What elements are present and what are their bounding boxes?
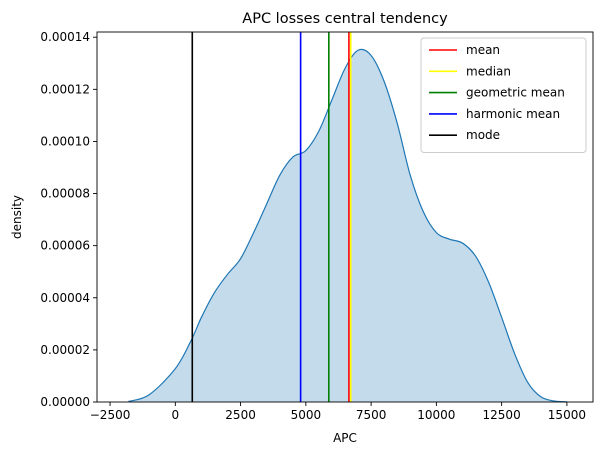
x-tick-label: 5000 [291, 408, 322, 422]
legend-label: mean [466, 43, 500, 57]
x-tick-label: 12500 [483, 408, 521, 422]
y-tick-label: 0.00000 [40, 395, 90, 409]
legend-label: median [466, 64, 511, 78]
density-line-layer [128, 48, 567, 403]
plot-frame [96, 31, 594, 403]
central-lines-layer [191, 32, 352, 402]
y-axis-label: density [10, 195, 24, 239]
legend-box [420, 37, 587, 153]
chart-title: APC losses central tendency [242, 11, 448, 27]
legend-label: geometric mean [466, 86, 565, 100]
x-tick-label: −2500 [90, 408, 131, 422]
y-tick-label: 0.00004 [40, 291, 90, 305]
legend: mean median geometric mean harmonic mean mod… [420, 37, 587, 153]
y-tick-label: 0.00006 [40, 239, 90, 253]
x-tick-label: 0 [171, 408, 179, 422]
y-axis: 0.00000 0.00002 0.00004 0.00006 0.00008 0.000… [40, 30, 97, 409]
legend-label: harmonic mean [466, 107, 560, 121]
y-tick-label: 0.00002 [40, 343, 90, 357]
legend-label: mode [466, 128, 500, 142]
density-curve [128, 48, 567, 403]
x-axis-label: APC [333, 431, 357, 445]
x-tick-label: 2500 [225, 408, 256, 422]
x-axis: −2500 0 2500 5000 7500 10000 12500 15000 [90, 402, 586, 422]
density-fill-layer [128, 49, 567, 403]
density-area [128, 49, 567, 403]
y-tick-label: 0.00012 [40, 82, 90, 96]
x-tick-label: 15000 [548, 408, 586, 422]
y-tick-label: 0.00014 [40, 30, 90, 44]
y-tick-label: 0.00010 [40, 134, 90, 148]
y-tick-label: 0.00008 [40, 187, 90, 201]
x-tick-label: 10000 [417, 408, 455, 422]
x-tick-label: 7500 [356, 408, 387, 422]
